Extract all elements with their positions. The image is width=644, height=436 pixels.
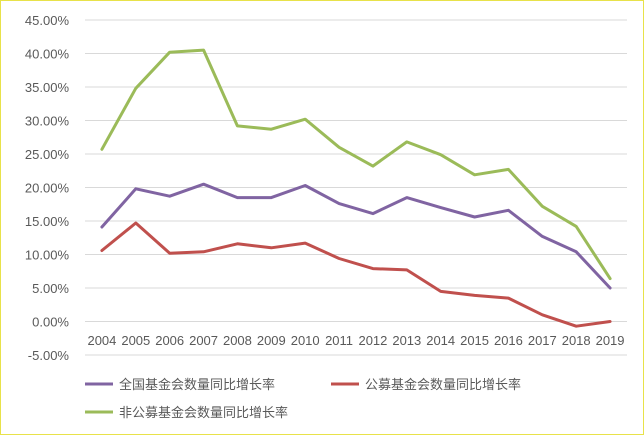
x-axis-tick-labels: 2004 2005 2006 2007 2008 2009 2010 2011 2012 2013… [87, 333, 624, 348]
series-line [100, 221, 612, 328]
y-tick-label: 15.00% [25, 214, 70, 229]
x-tick-label: 2016 [494, 333, 523, 348]
y-tick-label: 10.00% [25, 248, 70, 263]
x-tick-label: 2018 [562, 333, 591, 348]
y-axis-tick-labels: -5.00% 0.00% 5.00% 10.00% 15.00% 20.00% 25.00%… [25, 13, 70, 363]
y-tick-label: 20.00% [25, 181, 70, 196]
x-tick-label: 2011 [325, 333, 353, 348]
x-tick-label: 2009 [257, 333, 286, 348]
y-tick-label: 25.00% [25, 147, 70, 162]
x-tick-label: 2005 [121, 333, 150, 348]
x-tick-label: 2014 [426, 333, 455, 348]
series-line [100, 48, 612, 281]
x-tick-label: 2008 [223, 333, 252, 348]
y-tick-label: 5.00% [32, 281, 69, 296]
x-tick-label: 2013 [392, 333, 421, 348]
y-tick-label: 35.00% [25, 80, 70, 95]
legend-label: 全国基金会数量同比增长率 [119, 377, 275, 393]
x-tick-label: 2012 [358, 333, 387, 348]
series-line [100, 182, 612, 290]
x-tick-label: 2007 [189, 333, 218, 348]
x-tick-label: 2010 [291, 333, 320, 348]
legend-label: 非公募基金会数量同比增长率 [119, 405, 288, 421]
y-tick-label: -5.00% [28, 348, 70, 363]
x-tick-label: 2017 [528, 333, 557, 348]
x-tick-label: 2015 [460, 333, 489, 348]
y-tick-label: 30.00% [25, 114, 70, 129]
x-tick-label: 2019 [596, 333, 625, 348]
series-lines [100, 48, 612, 328]
y-tick-label: 45.00% [25, 13, 70, 28]
y-tick-label: 0.00% [32, 315, 69, 330]
x-tick-label: 2006 [155, 333, 184, 348]
gridlines [85, 19, 627, 356]
x-tick-label: 2004 [87, 333, 116, 348]
y-tick-label: 40.00% [25, 47, 70, 62]
legend-label: 公募基金会数量同比增长率 [365, 377, 521, 393]
